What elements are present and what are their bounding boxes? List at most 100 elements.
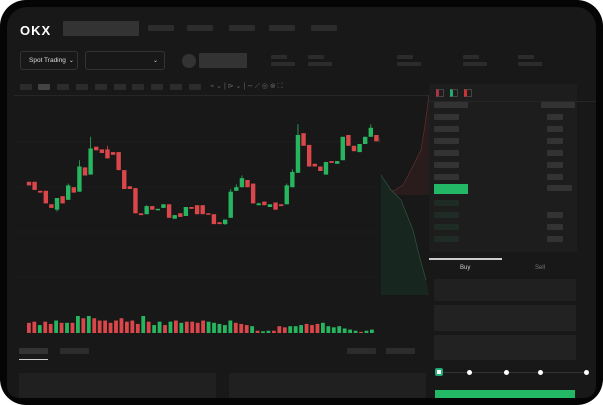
slider-stop[interactable]: [538, 370, 543, 375]
volume-bar: [108, 322, 113, 333]
nav-item[interactable]: [148, 25, 174, 31]
stat-value: [518, 62, 542, 66]
stat-value: [463, 62, 487, 66]
candle-body: [357, 144, 362, 153]
slider-handle[interactable]: [435, 368, 443, 376]
order-book-row: [547, 185, 572, 191]
orderbook-sell-icon[interactable]: [464, 89, 472, 97]
candle-body: [189, 207, 194, 209]
order-book-row: [547, 174, 563, 180]
nav-item[interactable]: [269, 25, 295, 31]
candle-body: [312, 163, 317, 167]
timeframe-button[interactable]: [114, 84, 126, 90]
candle-body: [334, 161, 340, 164]
timeframe-button[interactable]: [57, 84, 69, 90]
volume-bar: [70, 322, 75, 333]
tab-buy[interactable]: Buy: [460, 265, 471, 271]
volume-bar: [348, 329, 353, 333]
amount-input[interactable]: [434, 305, 576, 331]
nav-item[interactable]: [187, 25, 213, 31]
timeframe-button[interactable]: [170, 84, 182, 90]
search-bar[interactable]: [63, 21, 139, 36]
tab-sell[interactable]: Sell: [535, 265, 546, 271]
volume-bar: [92, 318, 97, 333]
volume-bar: [174, 320, 178, 333]
candle-body: [172, 215, 177, 219]
candle-body: [161, 204, 166, 208]
stat-value: [271, 62, 295, 66]
market-select[interactable]: Spot Trading ⌄: [20, 51, 78, 70]
stat-label: [308, 55, 324, 59]
candle-body: [222, 219, 228, 225]
timeframe-button[interactable]: [189, 84, 201, 90]
timeframe-button[interactable]: [132, 84, 144, 90]
stat-label: [463, 55, 479, 59]
slider-stop[interactable]: [467, 370, 472, 375]
volume-bar: [359, 331, 363, 333]
volume-bar: [326, 326, 331, 333]
candle-body: [200, 205, 205, 215]
indicator-dropdown[interactable]: ⌁ ⌄ | ⊳ ⌄ | ∼ ⟋ ◎ ⊛ ⛶: [210, 83, 283, 90]
timeframe-button[interactable]: [95, 84, 107, 90]
volume-bar: [141, 316, 146, 333]
candle-body: [178, 213, 183, 217]
tab-history[interactable]: [60, 348, 89, 354]
slider-track[interactable]: [439, 372, 587, 373]
chevron-down-icon: ⌄: [68, 58, 74, 64]
candle-body: [323, 162, 329, 175]
timeframe-button[interactable]: [76, 84, 88, 90]
pair-select[interactable]: ⌄: [85, 51, 165, 70]
order-book-row: [547, 126, 563, 132]
buy-tab-indicator: [429, 258, 502, 260]
candle-body: [368, 127, 373, 137]
candle-body: [38, 190, 43, 193]
volume-bar: [217, 323, 222, 333]
volume-bar: [255, 330, 260, 333]
candle-body: [306, 144, 312, 167]
price-input[interactable]: [434, 279, 576, 301]
buy-submit-button[interactable]: [435, 390, 575, 398]
volume-bar: [152, 325, 157, 333]
candle-body: [138, 213, 144, 216]
filter-button[interactable]: [386, 348, 415, 354]
volume-bar: [168, 321, 173, 333]
total-input[interactable]: [434, 335, 576, 360]
timeframe-button[interactable]: [38, 84, 50, 90]
last-price-badge: [434, 184, 468, 194]
slider-stop[interactable]: [584, 370, 589, 375]
volume-bar: [135, 323, 140, 333]
volume-bar: [157, 321, 162, 333]
candle-body: [250, 183, 256, 204]
volume-bar: [114, 320, 118, 333]
candle-body: [217, 222, 222, 225]
order-book-row: [541, 102, 575, 108]
tab-open-orders[interactable]: [19, 348, 48, 354]
timeframe-button[interactable]: [20, 84, 32, 90]
candle-body: [127, 186, 133, 189]
order-book-row: [547, 114, 563, 120]
volume-bar: [103, 320, 108, 333]
toolbar-divider: [14, 95, 430, 96]
volume-bar: [59, 322, 64, 333]
candle-body: [54, 198, 60, 210]
nav-item[interactable]: [229, 25, 255, 31]
orderbook-both-icon[interactable]: [436, 89, 444, 97]
volume-bar: [239, 323, 244, 333]
volume-bar: [125, 321, 129, 333]
order-book-row: [547, 212, 563, 218]
volume-bar: [304, 323, 309, 333]
orderbook-buy-icon[interactable]: [450, 89, 458, 97]
candle-body: [245, 180, 250, 188]
slider-stop[interactable]: [504, 370, 509, 375]
volume-bar: [146, 321, 151, 333]
candlestick-chart[interactable]: [14, 97, 380, 337]
nav-item[interactable]: [311, 25, 337, 31]
candle-body: [194, 205, 200, 215]
filter-button[interactable]: [347, 348, 376, 354]
candle-body: [234, 187, 239, 191]
volume-bar: [86, 316, 91, 333]
candle-body: [211, 214, 217, 225]
timeframe-button[interactable]: [151, 84, 163, 90]
candle-body: [362, 136, 368, 144]
volume-bar: [228, 320, 233, 333]
